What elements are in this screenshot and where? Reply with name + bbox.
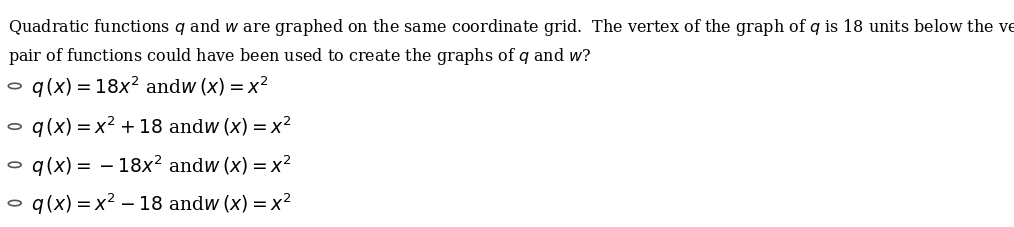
Text: Quadratic functions $q$ and $w$ are graphed on the same coordinate grid.  The ve: Quadratic functions $q$ and $w$ are grap… bbox=[8, 17, 1014, 66]
Text: $q\,(x) = -18x^2$ and$w\,(x) = x^2$: $q\,(x) = -18x^2$ and$w\,(x) = x^2$ bbox=[30, 152, 292, 178]
Text: $q\,(x) = 18x^2$ and$w\,(x) = x^2$: $q\,(x) = 18x^2$ and$w\,(x) = x^2$ bbox=[30, 74, 269, 99]
Text: $q\,(x) = x^2 + 18$ and$w\,(x) = x^2$: $q\,(x) = x^2 + 18$ and$w\,(x) = x^2$ bbox=[30, 114, 292, 140]
Text: $q\,(x) = x^2 - 18$ and$w\,(x) = x^2$: $q\,(x) = x^2 - 18$ and$w\,(x) = x^2$ bbox=[30, 190, 292, 216]
